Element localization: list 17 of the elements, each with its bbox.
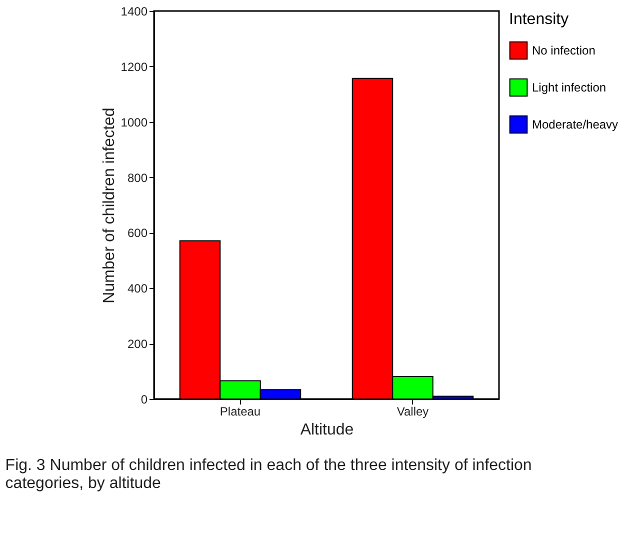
y-tick-label: 1200 [120, 60, 148, 74]
x-axis-title: Altitude [300, 422, 354, 438]
y-tick-label: 800 [127, 170, 148, 185]
x-tick-label: Valley [396, 404, 429, 418]
y-axis-title: Number of children infected [100, 108, 118, 304]
caption: Fig. 3 Number of children infected in each of the three intensity of infection categories, by altitude [5, 457, 532, 492]
legend-label: Light infection [532, 80, 606, 94]
y-tick-label: 600 [127, 226, 148, 240]
y-tick-label: 1000 [120, 115, 148, 130]
x-tick-label: Plateau [220, 404, 261, 418]
legend-label: Moderate/heavy [532, 118, 618, 132]
y-tick-label: 0 [140, 392, 148, 406]
y-tick-label: 200 [127, 337, 148, 352]
y-tick-label: 1400 [120, 4, 148, 18]
y-tick-label: 400 [127, 282, 148, 296]
legend-title: Intensity [509, 11, 569, 28]
legend-label: No infection [532, 44, 596, 58]
